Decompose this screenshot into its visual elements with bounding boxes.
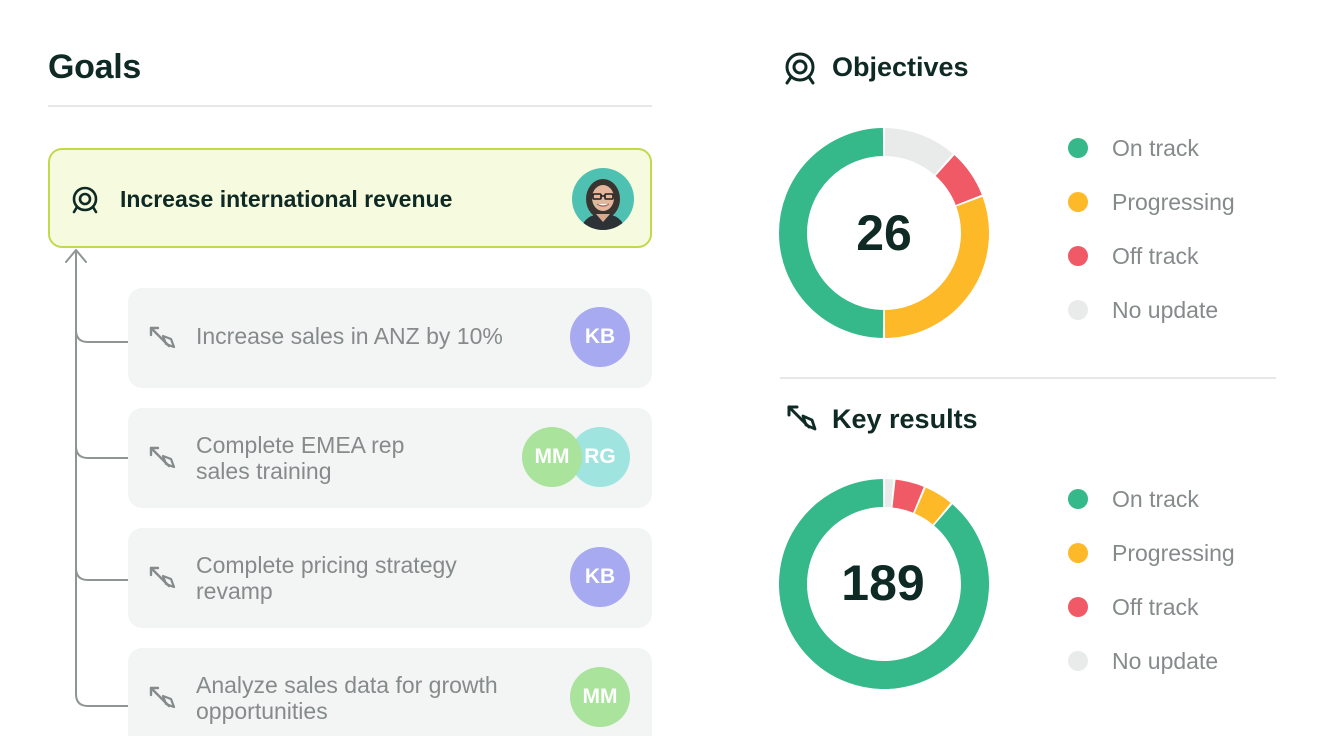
legend-label: No update xyxy=(1112,647,1219,674)
legend-label: No update xyxy=(1112,296,1219,323)
target-icon xyxy=(72,186,98,214)
goals-title: Goals xyxy=(48,48,141,86)
key-result-label: Complete pricing strategy revamp xyxy=(196,552,457,604)
key-result-icon xyxy=(149,566,176,589)
donut-segment-on-track xyxy=(779,479,989,689)
donut-segment-on-track xyxy=(779,128,884,338)
legend-label: On track xyxy=(1112,134,1199,161)
status-dot xyxy=(1068,300,1088,320)
legend-item-off-track: Off track xyxy=(1068,241,1199,271)
status-dot xyxy=(1068,597,1088,617)
parent-goal-card[interactable]: Increase international revenue xyxy=(48,148,652,248)
status-dot xyxy=(1068,651,1088,671)
legend-label: Progressing xyxy=(1112,188,1235,215)
status-dot xyxy=(1068,489,1088,509)
donut-segment-off-track xyxy=(935,155,982,206)
assignee-avatar[interactable]: MM xyxy=(570,667,630,727)
legend-item-progressing: Progressing xyxy=(1068,538,1235,568)
key-result-label: Increase sales in ANZ by 10% xyxy=(196,323,503,349)
owner-avatar[interactable] xyxy=(572,168,634,230)
key-result-icon xyxy=(149,446,176,469)
key-result-card[interactable]: Analyze sales data for growth opportunit… xyxy=(128,648,652,736)
legend-label: Off track xyxy=(1112,242,1199,269)
status-dot xyxy=(1068,138,1088,158)
section-divider xyxy=(780,377,1276,379)
assignee-avatar[interactable]: KB xyxy=(570,547,630,607)
legend-label: On track xyxy=(1112,485,1199,512)
parent-goal-label: Increase international revenue xyxy=(120,186,453,212)
objectives-donut-chart xyxy=(779,128,989,338)
legend-label: Progressing xyxy=(1112,539,1235,566)
donut-segment-no-update xyxy=(884,128,953,176)
key-results-total: 189 xyxy=(841,555,925,611)
assignee-avatar[interactable]: KB xyxy=(570,307,630,367)
key-result-icon xyxy=(149,686,176,709)
donut-segment-progressing xyxy=(914,487,951,525)
goal-tree-connector xyxy=(65,249,128,707)
status-dot xyxy=(1068,192,1088,212)
legend-item-on-track: On track xyxy=(1068,484,1199,514)
assignee-avatar[interactable]: MM xyxy=(522,427,582,487)
legend-item-progressing: Progressing xyxy=(1068,187,1235,217)
key-result-icon xyxy=(787,405,817,431)
key-result-card[interactable]: Complete pricing strategy revamp KB xyxy=(128,528,652,628)
objectives-title: Objectives xyxy=(832,52,969,82)
key-result-label: Analyze sales data for growth opportunit… xyxy=(196,672,498,724)
legend-item-no-update: No update xyxy=(1068,646,1218,676)
legend-item-no-update: No update xyxy=(1068,295,1218,325)
key-result-label: Complete EMEA rep sales training xyxy=(196,432,405,484)
legend-item-off-track: Off track xyxy=(1068,592,1199,622)
objectives-total: 26 xyxy=(856,205,912,261)
status-dot xyxy=(1068,543,1088,563)
legend-item-on-track: On track xyxy=(1068,133,1199,163)
key-result-icon xyxy=(149,326,176,349)
key-results-title: Key results xyxy=(832,404,978,434)
goals-divider xyxy=(48,105,652,107)
donut-segment-progressing xyxy=(884,196,989,338)
key-result-card[interactable]: Complete EMEA rep sales training RG MM xyxy=(128,408,652,508)
key-result-card[interactable]: Increase sales in ANZ by 10% KB xyxy=(128,288,652,388)
donut-segment-off-track xyxy=(892,479,924,513)
key-results-donut-chart xyxy=(779,479,989,689)
target-icon xyxy=(785,52,815,85)
legend-label: Off track xyxy=(1112,593,1199,620)
status-dot xyxy=(1068,246,1088,266)
